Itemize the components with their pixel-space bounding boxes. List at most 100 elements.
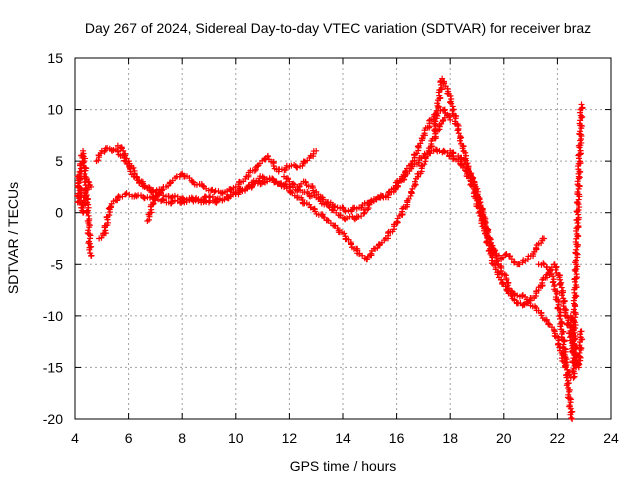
- data-point-interp: [302, 179, 309, 186]
- data-point-interp: [577, 147, 584, 154]
- data-point-interp: [85, 204, 92, 211]
- data-point: [431, 127, 438, 134]
- y-tick-label: 5: [55, 153, 63, 169]
- data-point-interp: [114, 196, 121, 203]
- data-point-interp: [422, 154, 429, 161]
- x-tick-label: 10: [228, 430, 244, 446]
- data-point-interp: [324, 216, 331, 223]
- data-point-interp: [82, 155, 89, 162]
- y-tick-label: 15: [47, 50, 63, 66]
- data-point-interp: [83, 191, 90, 198]
- data-point-interp: [577, 158, 584, 165]
- data-point-interp: [558, 292, 565, 299]
- x-tick-label: 20: [496, 430, 512, 446]
- data-point: [541, 235, 547, 242]
- data-point: [88, 183, 95, 190]
- series-track-a: [74, 147, 95, 260]
- data-point-interp: [456, 137, 463, 144]
- data-point: [157, 189, 164, 196]
- data-point-interp: [411, 178, 418, 185]
- y-axis-label: SDTVAR / TECUs: [5, 182, 21, 294]
- data-point-interp: [414, 143, 421, 150]
- data-point-interp: [533, 244, 540, 251]
- data-point-interp: [148, 187, 155, 194]
- data-point-interp: [342, 208, 349, 215]
- x-axis-label: GPS time / hours: [290, 458, 397, 474]
- data-point-interp: [563, 306, 570, 313]
- series-track-k: [535, 260, 576, 422]
- data-point-interp: [85, 239, 92, 246]
- series-track-j: [455, 152, 580, 371]
- data-point: [447, 116, 454, 123]
- series-track-d: [96, 111, 451, 263]
- data-point-interp: [457, 134, 464, 141]
- data-point-interp: [552, 266, 559, 273]
- data-point-interp: [560, 303, 567, 310]
- data-point: [313, 147, 320, 154]
- data-point-interp: [447, 92, 454, 99]
- data-point-interp: [264, 153, 271, 160]
- data-point-interp: [569, 315, 576, 322]
- data-point-interp: [570, 365, 577, 372]
- data-point-interp: [341, 230, 348, 237]
- data-point-interp: [504, 282, 511, 289]
- data-point-interp: [557, 315, 564, 322]
- data-point-interp: [492, 253, 499, 260]
- data-point-interp: [98, 234, 105, 241]
- data-point-interp: [572, 249, 579, 256]
- data-point-interp: [557, 323, 564, 330]
- data-point-interp: [540, 260, 547, 267]
- series-track-f: [144, 189, 164, 224]
- data-point-interp: [578, 113, 585, 120]
- series-track-b: [74, 173, 95, 216]
- data-point-interp: [299, 162, 306, 169]
- data-point-interp: [562, 364, 569, 371]
- data-point: [498, 276, 505, 283]
- data-point-interp: [159, 196, 166, 203]
- data-point-interp: [574, 208, 581, 215]
- data-point-interp: [80, 209, 87, 216]
- data-point-interp: [446, 114, 453, 121]
- data-point-interp: [447, 99, 454, 106]
- series-track-e: [114, 142, 320, 197]
- data-point-interp: [573, 257, 580, 264]
- data-point-interp: [408, 160, 415, 167]
- y-tick-label: -5: [51, 256, 64, 272]
- data-point: [211, 189, 218, 196]
- data-point-interp: [576, 342, 583, 349]
- data-point-interp: [561, 338, 568, 345]
- data-point-interp: [573, 271, 580, 278]
- y-tick-label: -20: [43, 411, 63, 427]
- data-point-interp: [570, 306, 577, 313]
- data-point-interp: [484, 227, 491, 234]
- data-point-interp: [79, 204, 86, 211]
- data-point-interp: [102, 230, 109, 237]
- data-point-interp: [421, 161, 428, 168]
- data-point-interp: [574, 178, 581, 185]
- data-point-interp: [434, 100, 441, 107]
- data-point-interp: [576, 174, 583, 181]
- data-point-interp: [573, 282, 580, 289]
- data-point-interp: [538, 240, 545, 247]
- data-point-interp: [481, 220, 488, 227]
- data-point-interp: [556, 280, 563, 287]
- data-point-interp: [435, 103, 442, 110]
- data-point-interp: [78, 185, 85, 192]
- data-point-interp: [83, 185, 90, 192]
- data-point-interp: [569, 326, 576, 333]
- data-point-interp: [545, 321, 552, 328]
- data-point-interp: [575, 223, 582, 230]
- data-point-interp: [570, 338, 577, 345]
- data-point-interp: [475, 209, 482, 216]
- y-tick-label: -15: [43, 359, 63, 375]
- data-point-interp: [573, 246, 580, 253]
- data-point-interp: [86, 224, 93, 231]
- data-point-interp: [488, 260, 495, 267]
- data-point-interp: [177, 171, 184, 178]
- data-point-interp: [180, 198, 187, 205]
- data-point-interp: [558, 320, 565, 327]
- data-point-interp: [562, 363, 569, 370]
- data-point-interp: [501, 271, 508, 278]
- data-point-interp: [569, 358, 576, 365]
- data-point-interp: [454, 127, 461, 134]
